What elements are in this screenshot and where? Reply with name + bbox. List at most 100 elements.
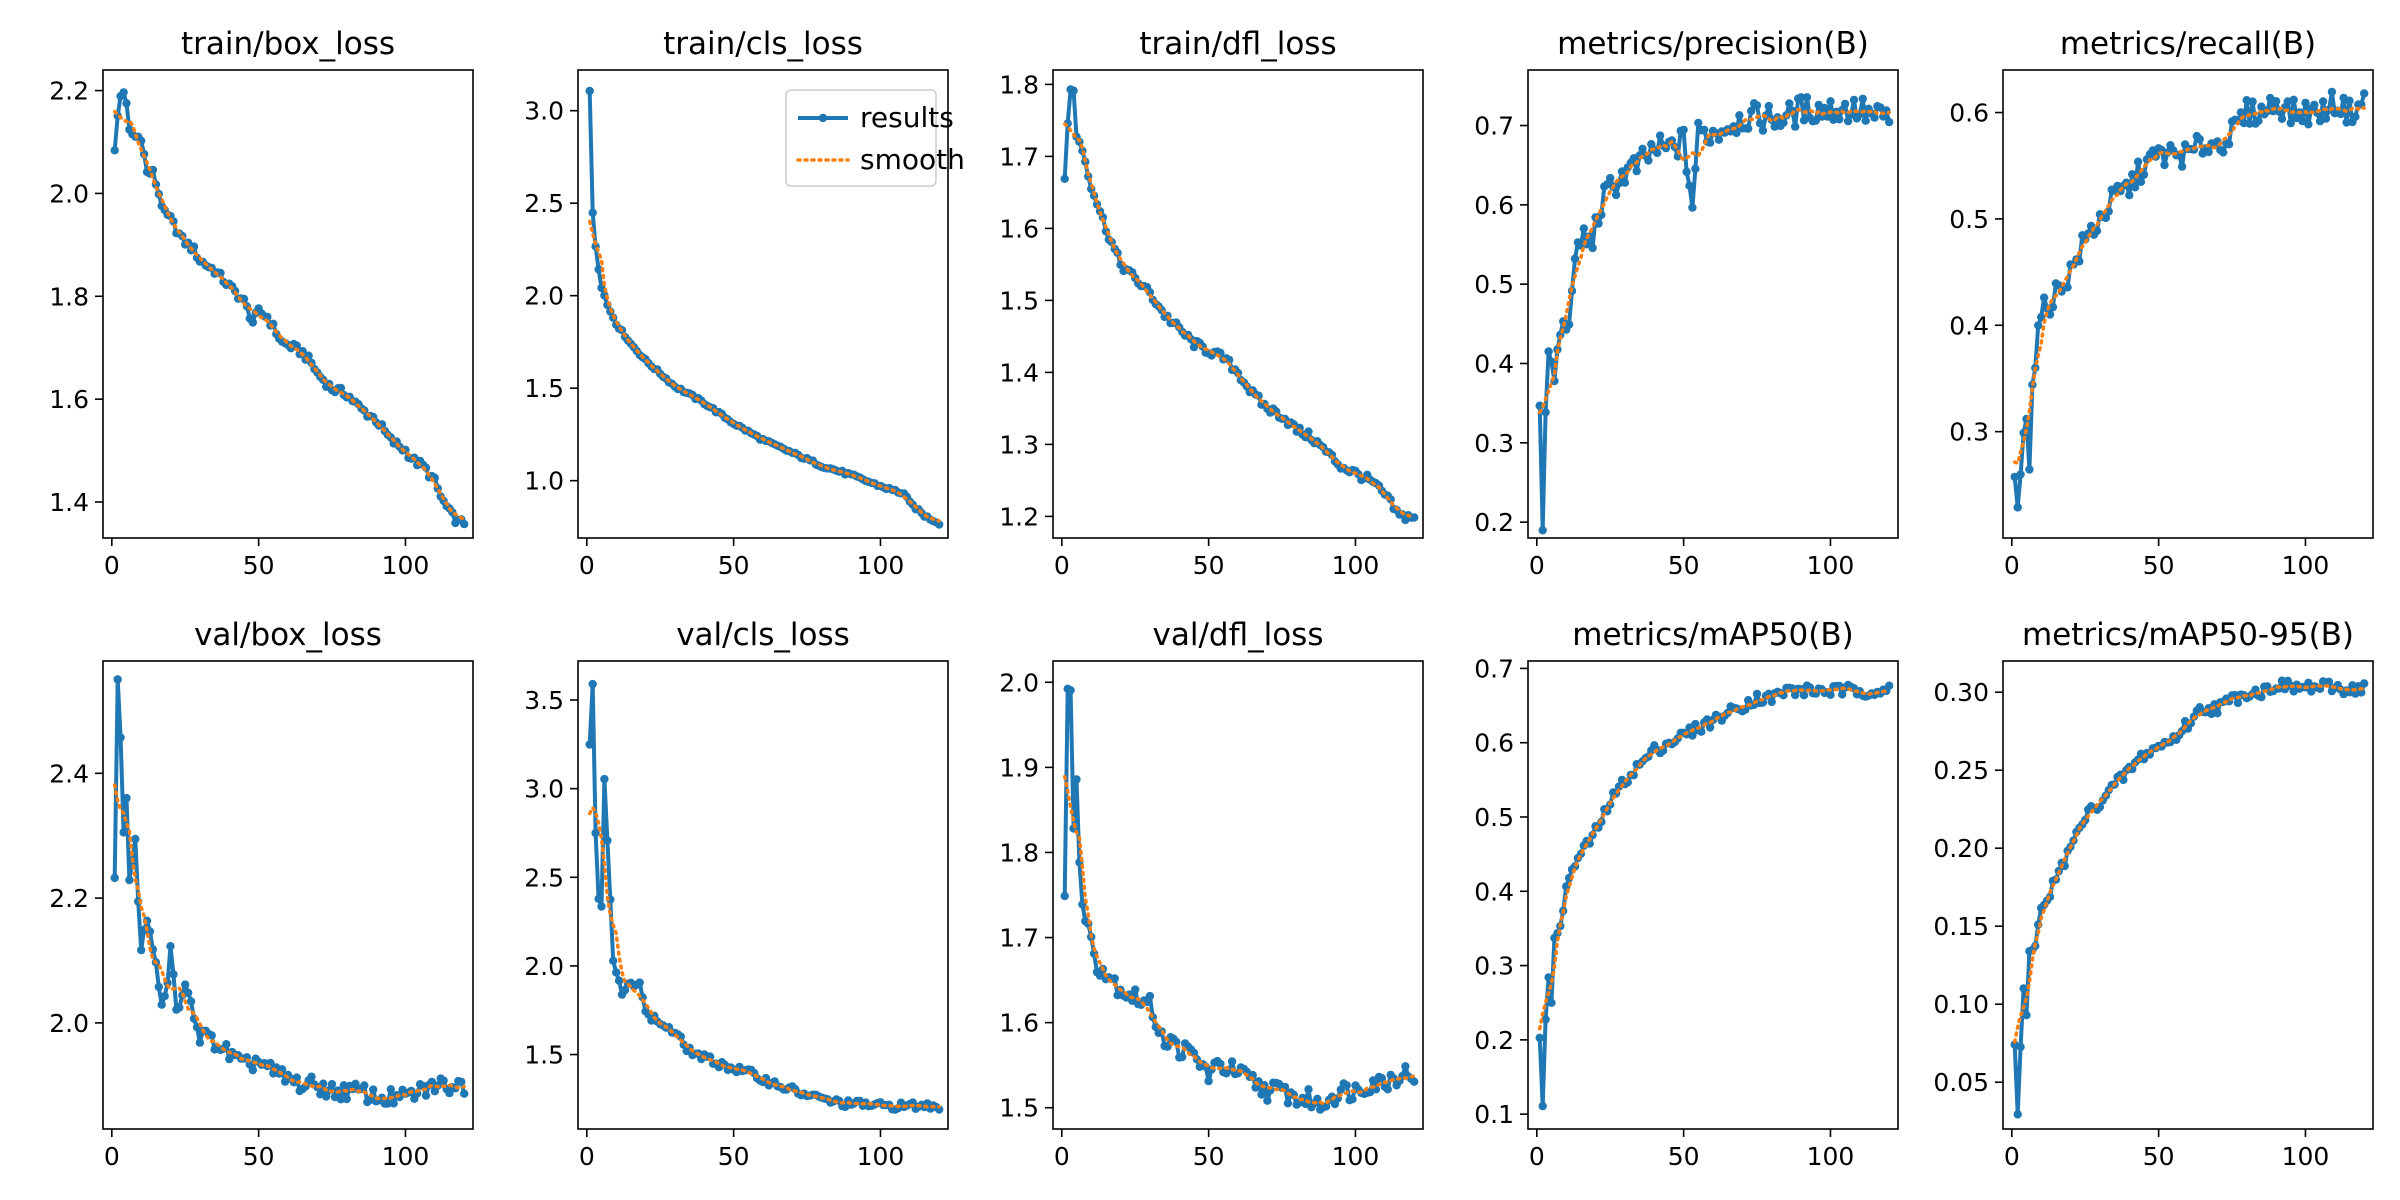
results-point	[169, 970, 178, 979]
results-point	[2128, 170, 2137, 179]
results-point	[2257, 102, 2266, 111]
results-point	[1811, 116, 1821, 125]
y-tick-label: 1.0	[524, 467, 564, 496]
results-point	[585, 740, 594, 749]
y-tick-label: 2.0	[524, 952, 564, 981]
subplot-val-box-loss: val/box_loss 0 50 100 2.0 2.2 2.4	[49, 617, 474, 1171]
results-point	[2327, 87, 2337, 97]
y-tick-label: 1.2	[999, 502, 1039, 531]
results-point	[1377, 1074, 1387, 1083]
results-point	[1313, 1094, 1322, 1104]
results-point	[1257, 1090, 1266, 1099]
results-point	[1735, 111, 1744, 120]
results-point	[225, 1054, 234, 1064]
results-point	[2048, 302, 2058, 312]
results-point	[2130, 183, 2140, 192]
y-tick-label: 0.6	[1474, 191, 1514, 220]
results-point	[2351, 112, 2360, 121]
results-point	[1755, 119, 1765, 128]
results-point	[1570, 254, 1580, 263]
results-point	[2336, 109, 2345, 119]
y-tick-label: 2.2	[49, 77, 89, 106]
results-point	[2360, 89, 2369, 98]
y-tick-label: 0.4	[1474, 877, 1514, 906]
y-tick-label: 0.5	[1474, 270, 1514, 299]
x-tick-label: 50	[1193, 551, 1225, 580]
results-line	[2012, 678, 2367, 1117]
results-line	[1062, 87, 1415, 522]
results-point	[1691, 164, 1700, 173]
axes-frame	[1052, 660, 1424, 1130]
y-tick-label: 2.5	[524, 189, 564, 218]
results-point	[1579, 224, 1589, 233]
results-point	[239, 294, 249, 304]
y-tick-label: 1.9	[999, 753, 1039, 782]
results-point	[2016, 1042, 2025, 1052]
results-point	[2257, 692, 2266, 702]
results-point	[292, 1073, 301, 1082]
y-tick-label: 0.4	[1474, 349, 1514, 378]
y-tick-label: 2.0	[999, 668, 1039, 697]
results-point	[1858, 94, 1868, 104]
results-point	[2177, 162, 2187, 171]
results-point	[360, 1081, 369, 1090]
y-tick-label: 0.5	[1949, 205, 1989, 234]
smooth-line	[1062, 774, 1416, 1106]
legend-results-marker	[818, 113, 828, 123]
x-tick-label: 100	[1332, 1142, 1380, 1171]
y-tick-label: 3.0	[524, 775, 564, 804]
results-point	[2013, 503, 2022, 512]
results-point	[457, 1077, 466, 1087]
results-point	[160, 992, 169, 1001]
results-point	[1263, 1096, 1272, 1105]
results-point	[137, 945, 146, 955]
x-tick-label: 0	[1054, 1142, 1070, 1171]
results-point	[336, 383, 346, 393]
subplot-train-dfl-loss: train/dfl_loss 0 50 100 1.2 1.3 1.4 1.5 1.6 1.7 1.…	[999, 26, 1424, 580]
subplot-val-dfl-loss: val/dfl_loss 0 50 100 1.5 1.6 1.7 1.8 1.9 2.0	[999, 617, 1424, 1171]
results-point	[1544, 347, 1553, 356]
x-tick-label: 50	[2143, 1142, 2175, 1171]
legend-results-label: results	[860, 101, 954, 134]
x-tick-label: 0	[1529, 551, 1545, 580]
results-point	[935, 520, 944, 529]
results-point	[1688, 731, 1697, 740]
results-point	[1547, 357, 1556, 367]
results-point	[216, 268, 225, 278]
results-point	[2248, 97, 2257, 106]
results-point	[2125, 191, 2134, 200]
results-point	[935, 1105, 944, 1114]
subplot-metrics-recall-b-: metrics/recall(B) 0 50 100 0.3 0.4 0.5 0.6	[1949, 26, 2374, 580]
x-tick-label: 0	[1529, 1142, 1545, 1171]
results-point	[1705, 138, 1715, 147]
results-point	[125, 875, 134, 885]
results-line	[1537, 95, 1892, 533]
results-point	[2034, 321, 2043, 330]
results-point	[1688, 203, 1697, 212]
results-point	[1541, 1015, 1550, 1024]
y-tick-label: 2.0	[49, 179, 89, 208]
results-point	[195, 1038, 205, 1047]
subplot-train-cls-loss: train/cls_loss 0 50 100 1.0 1.5 2.0 2.5 3.0 resul…	[524, 26, 965, 580]
results-point	[1066, 686, 1075, 695]
smooth-line	[587, 804, 941, 1109]
plot-area	[1060, 85, 1419, 525]
x-tick-label: 100	[2282, 551, 2330, 580]
results-point	[2019, 984, 2028, 993]
results-point	[307, 1072, 316, 1081]
y-tick-label: 0.6	[1949, 99, 1989, 128]
x-tick-label: 100	[857, 1142, 905, 1171]
subplot-metrics-precision-b-: metrics/precision(B) 0 50 100 0.2 0.3 0.4 0.5 0.…	[1474, 26, 1899, 580]
subplot-title: train/box_loss	[181, 26, 395, 62]
results-point	[439, 1076, 448, 1085]
results-point	[184, 988, 193, 997]
results-point	[2360, 679, 2369, 688]
results-point	[1564, 320, 1574, 329]
results-point	[594, 265, 603, 274]
results-point	[1752, 689, 1762, 699]
results-point	[1131, 985, 1140, 994]
x-tick-label: 50	[718, 551, 750, 580]
y-tick-label: 1.6	[999, 1009, 1039, 1038]
results-line	[1062, 686, 1416, 1112]
y-tick-label: 1.5	[524, 1041, 564, 1070]
